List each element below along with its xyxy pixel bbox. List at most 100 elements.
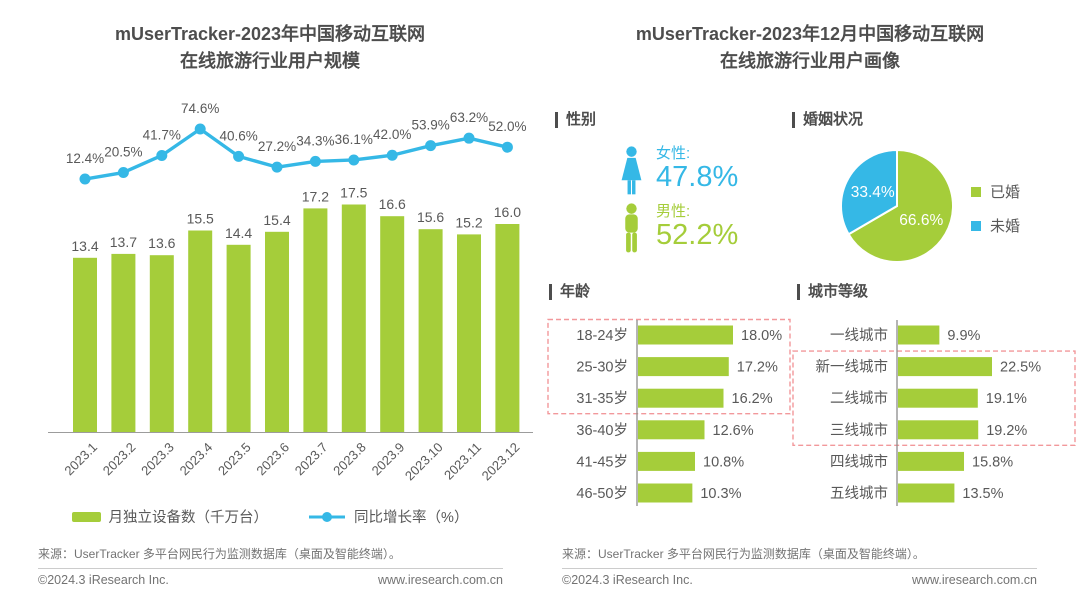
category-value-label: 19.1% [986,391,1027,407]
category-value-label: 17.2% [737,360,778,376]
bar-value-label: 13.4 [71,238,98,254]
legend-item-married: 已婚 [971,181,1020,202]
left-footer: ©2024.3 iResearch Inc. www.iresearch.com… [38,573,503,587]
growth-point [233,150,245,162]
legend-item-growth: 同比增长率（%） [308,506,468,527]
category-label: 46-50岁 [576,485,628,502]
category-bar [898,388,978,408]
age-section-header: 年龄 [549,283,590,301]
city-bar-chart: 一线城市 9.9% 新一线城市 22.5% 二线城市 19.1% 三线城市 19.2% 四线城市… [792,320,1076,506]
right-footer-divider [562,568,1037,569]
bar-value-label: 16.0 [494,204,521,220]
right-copyright: ©2024.3 iResearch Inc. [562,573,693,587]
legend-item-devices: 月独立设备数（千万台） [71,506,268,527]
category-bar [638,325,733,345]
growth-point [156,149,168,161]
city-section-header: 城市等级 [797,283,868,301]
left-website: www.iresearch.com.cn [377,573,503,587]
growth-point [463,132,475,144]
female-value: 47.8% [656,161,739,193]
category-label: 36-40岁 [576,422,628,439]
category-value-label: 22.5% [1000,360,1041,376]
pie-slice [847,148,954,263]
right-website: www.iresearch.com.cn [911,573,1037,587]
bar-value-label: 13.6 [148,235,175,251]
growth-point [79,173,91,185]
growth-point [309,155,321,167]
growth-point [425,140,437,152]
bar-value-label: 15.6 [417,209,444,225]
line-marker-icon [309,511,346,522]
category-value-label: 16.2% [732,391,773,407]
x-tick-label: 2023.7 [292,440,331,479]
x-tick-label: 2023.4 [177,440,216,479]
category-bar [898,357,992,377]
growth-point [194,123,206,135]
growth-point-label: 52.0% [488,119,526,134]
device-bar [111,253,136,432]
category-label: 31-35岁 [576,390,628,407]
growth-point-label: 12.4% [66,151,104,166]
device-bar [188,230,213,432]
device-bar [73,257,97,432]
device-bar [303,208,328,432]
bar-value-label: 17.5 [340,185,367,201]
growth-point [501,141,513,153]
category-value-label: 13.5% [962,486,1003,502]
combo-chart-legend: 月独立设备数（千万台） 同比增长率（%） [0,506,540,527]
gender-section-header: 性别 [555,111,596,129]
bar-value-label: 15.5 [187,211,214,227]
left-chart-title: mUserTracker-2023年中国移动互联网 在线旅游行业用户规模 [0,21,540,75]
x-tick-label: 2023.5 [215,440,254,479]
pie-slice-label: 66.6% [899,212,943,229]
device-bar [341,204,366,432]
female-label: 女性: [656,145,691,162]
left-source-note: 来源：UserTracker 多平台网民行为监测数据库（桌面及智能终端）。 [38,547,401,561]
marital-pie-chart: 66.6%33.4% [840,148,954,263]
category-value-label: 10.8% [703,454,744,470]
category-bar [898,420,979,440]
left-footer-divider [38,568,503,569]
male-label: 男性: [656,203,691,220]
pie-slice-label: 33.4% [851,184,895,201]
married-swatch-icon [971,186,981,197]
right-footer: ©2024.3 iResearch Inc. www.iresearch.com… [562,573,1037,587]
married-label: 已婚 [990,184,1021,201]
category-bar [898,451,965,471]
left-chart-title-line1: mUserTracker-2023年中国移动互联网 [114,24,426,44]
pie-slice [840,148,898,236]
x-tick-label: 2023.8 [330,440,369,479]
category-value-label: 19.2% [986,423,1027,439]
device-bar [380,216,405,432]
left-chart-title-line2: 在线旅游行业用户规模 [180,51,360,71]
age-bar-chart: 18-24岁 18.0% 25-30岁 17.2% 31-35岁 16.2% 36-40岁 1… [547,318,791,506]
right-source-note: 来源：UserTracker 多平台网民行为监测数据库（桌面及智能终端）。 [562,547,925,561]
growth-point-label: 20.5% [104,145,142,160]
growth-point-label: 40.6% [219,128,257,143]
category-label: 新一线城市 [816,359,889,376]
category-bar [638,388,724,408]
right-chart-title-line1: mUserTracker-2023年12月中国移动互联网 [635,24,985,44]
male-icon [619,202,644,264]
x-tick-label: 2023.11 [441,440,484,483]
category-label: 三线城市 [830,422,888,439]
unmarried-label: 未婚 [990,218,1021,235]
growth-point-label: 53.9% [411,118,449,133]
device-bar [418,229,443,432]
growth-point-label: 42.0% [373,127,411,142]
growth-point-label: 36.1% [335,132,373,147]
female-icon [619,145,644,207]
male-value: 52.2% [656,219,739,251]
x-tick-label: 2023.12 [479,440,523,484]
growth-point [271,161,283,173]
bar-value-label: 15.4 [263,212,290,228]
growth-point [117,167,129,179]
left-copyright: ©2024.3 iResearch Inc. [38,573,169,587]
device-bar [457,234,481,432]
category-value-label: 9.9% [947,328,980,344]
x-tick-label: 2023.10 [402,440,446,484]
category-bar [638,451,695,471]
device-bar [226,244,251,432]
bar-value-label: 14.4 [225,225,252,241]
